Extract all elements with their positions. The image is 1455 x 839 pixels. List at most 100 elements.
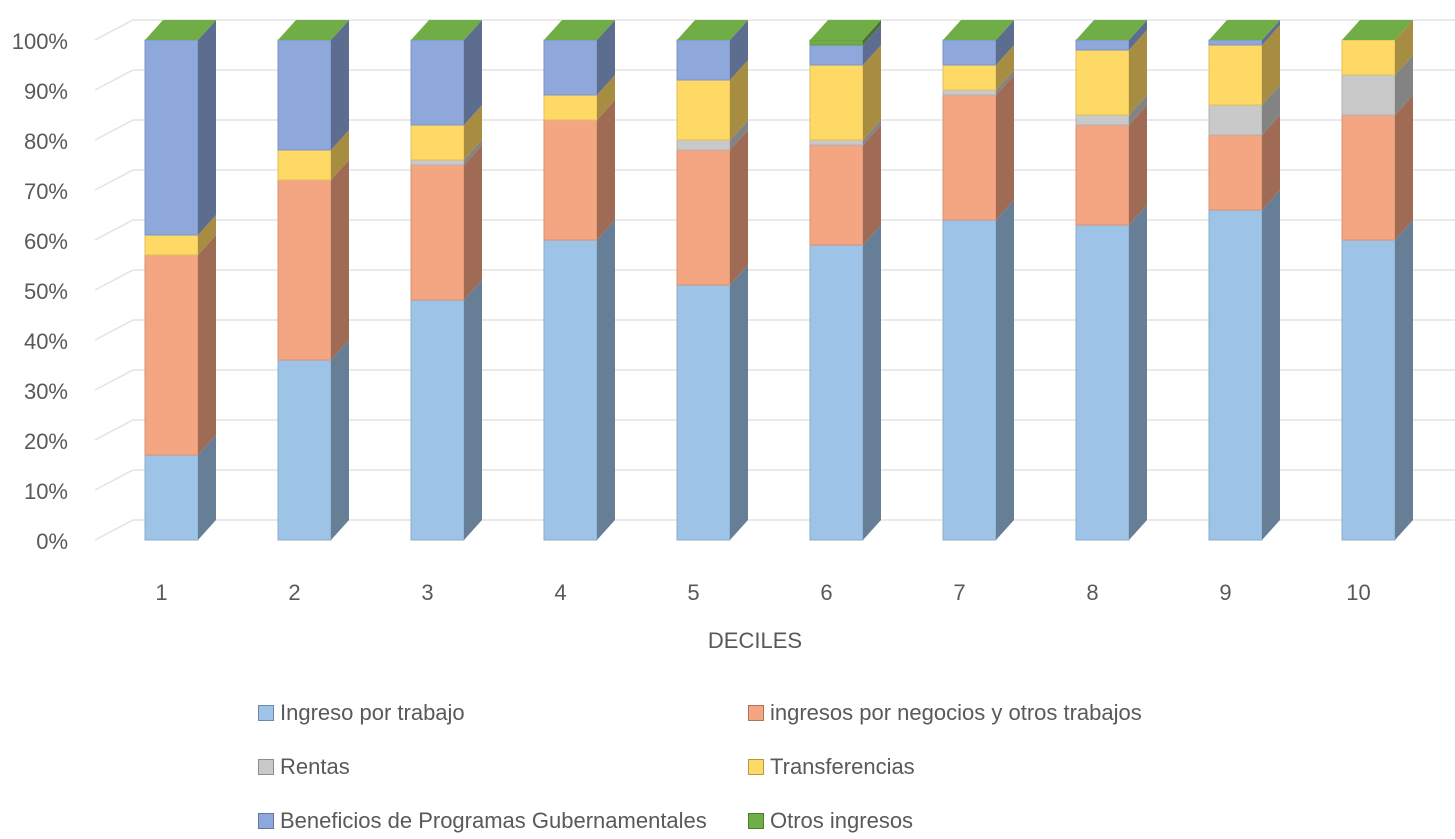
gridline-diagonal bbox=[94, 469, 134, 491]
bar-side bbox=[597, 100, 615, 240]
x-tick-label: 6 bbox=[820, 580, 832, 605]
bar-side bbox=[1129, 20, 1147, 50]
legend-swatch bbox=[258, 813, 274, 829]
bar-side bbox=[1262, 85, 1280, 135]
bar-front bbox=[410, 159, 465, 166]
bar-side bbox=[464, 20, 482, 125]
bar-front bbox=[809, 39, 864, 46]
bar-top bbox=[1076, 20, 1147, 40]
bar-side bbox=[863, 225, 881, 540]
bar-front bbox=[676, 284, 731, 541]
bar-side bbox=[1262, 115, 1280, 210]
bar-side bbox=[464, 145, 482, 300]
x-tick-label: 3 bbox=[421, 580, 433, 605]
x-tick-label: 2 bbox=[288, 580, 300, 605]
bar-segment-1-decile-3 bbox=[410, 280, 482, 541]
bar-segment-2-decile-8 bbox=[1075, 105, 1147, 226]
bar-front bbox=[942, 94, 997, 221]
bar-segment-2-decile-2 bbox=[277, 160, 349, 361]
bar-stack-decile-9 bbox=[1208, 20, 1280, 541]
legend-label: Ingreso por trabajo bbox=[280, 700, 465, 725]
bar-top bbox=[943, 20, 1014, 40]
bar-front bbox=[144, 254, 199, 456]
bar-side bbox=[863, 120, 881, 145]
bar-top bbox=[677, 20, 748, 40]
bar-side bbox=[198, 215, 216, 255]
bar-segment-1-decile-7 bbox=[942, 200, 1014, 541]
bar-front bbox=[1208, 44, 1263, 106]
bar-side bbox=[1395, 20, 1413, 75]
bar-front bbox=[809, 44, 864, 66]
bar-stack-decile-4 bbox=[543, 20, 615, 541]
bar-side bbox=[1395, 95, 1413, 240]
bar-front bbox=[277, 359, 332, 541]
bar-segment-2-decile-7 bbox=[942, 75, 1014, 221]
bar-stack-decile-1 bbox=[144, 20, 216, 541]
bar-top bbox=[544, 20, 615, 40]
y-tick-label: 40% bbox=[24, 329, 68, 354]
bar-stack-decile-8 bbox=[1075, 20, 1147, 541]
bar-side bbox=[464, 140, 482, 165]
bar-front bbox=[1208, 209, 1263, 541]
legend-swatch bbox=[748, 759, 764, 775]
bar-top bbox=[411, 20, 482, 40]
bar-segment-4-decile-5 bbox=[676, 60, 748, 141]
stacked-bar-chart: 0% 10% 20% 30% 40% 50% 60% 70% 80% 90% 100% 1 2 3 4 5 6… bbox=[12, 19, 1455, 653]
bar-top bbox=[1209, 20, 1280, 40]
y-tick-label: 0% bbox=[36, 529, 68, 554]
legend-item-5: Beneficios de Programas Gubernamentales bbox=[258, 808, 707, 834]
bar-front bbox=[543, 119, 598, 241]
legend-label: Rentas bbox=[280, 754, 350, 779]
bar-side bbox=[730, 265, 748, 540]
bar-front bbox=[809, 244, 864, 541]
legend-item-1: Ingreso por trabajo bbox=[258, 700, 465, 726]
x-tick-label: 10 bbox=[1346, 580, 1370, 605]
legend-swatch bbox=[748, 705, 764, 721]
gridline-diagonal bbox=[94, 219, 134, 241]
bar-side bbox=[597, 220, 615, 540]
bar-segment-3-decile-9 bbox=[1208, 85, 1280, 136]
bar-front bbox=[543, 39, 598, 96]
bar-segment-5-decile-7 bbox=[942, 20, 1014, 66]
bar-front bbox=[809, 64, 864, 141]
bar-side bbox=[996, 75, 1014, 220]
legend-item-6: Otros ingresos bbox=[748, 808, 913, 834]
bar-side bbox=[1262, 190, 1280, 540]
bar-front bbox=[942, 219, 997, 541]
bar-top bbox=[810, 20, 881, 40]
bar-stack-decile-2 bbox=[277, 20, 349, 541]
bar-front bbox=[1341, 114, 1396, 241]
y-tick-label: 30% bbox=[24, 379, 68, 404]
bar-side bbox=[597, 20, 615, 95]
legend-swatch bbox=[748, 813, 764, 829]
bar-segment-4-decile-6 bbox=[809, 45, 881, 141]
legend-item-4: Transferencias bbox=[748, 754, 915, 780]
bar-stack-decile-6 bbox=[809, 20, 881, 541]
gridline-diagonal bbox=[94, 369, 134, 391]
gridline-diagonal bbox=[94, 319, 134, 341]
bar-segment-2-decile-4 bbox=[543, 100, 615, 241]
bar-side bbox=[730, 120, 748, 150]
legend-label: Otros ingresos bbox=[770, 808, 914, 833]
bar-segment-1-decile-2 bbox=[277, 340, 349, 541]
bar-segment-4-decile-9 bbox=[1208, 25, 1280, 106]
y-tick-label: 10% bbox=[24, 479, 68, 504]
bar-segment-5-decile-3 bbox=[410, 20, 482, 126]
bar-segment-2-decile-3 bbox=[410, 145, 482, 301]
x-tick-label: 5 bbox=[687, 580, 699, 605]
bar-side bbox=[1262, 20, 1280, 45]
gridline-diagonal bbox=[94, 119, 134, 141]
bar-segment-2-decile-9 bbox=[1208, 115, 1280, 211]
x-tick-label: 7 bbox=[953, 580, 965, 605]
bar-front bbox=[144, 454, 199, 541]
bar-side bbox=[198, 235, 216, 455]
bar-side bbox=[863, 25, 881, 65]
gridline-diagonal bbox=[94, 19, 134, 41]
bar-front bbox=[809, 144, 864, 246]
bar-top bbox=[145, 20, 216, 40]
legend-label: Beneficios de Programas Gubernamentales bbox=[280, 808, 707, 833]
bar-side bbox=[996, 70, 1014, 95]
bar-segment-1-decile-4 bbox=[543, 220, 615, 541]
bar-side bbox=[331, 130, 349, 180]
bar-stack-decile-5 bbox=[676, 20, 748, 541]
